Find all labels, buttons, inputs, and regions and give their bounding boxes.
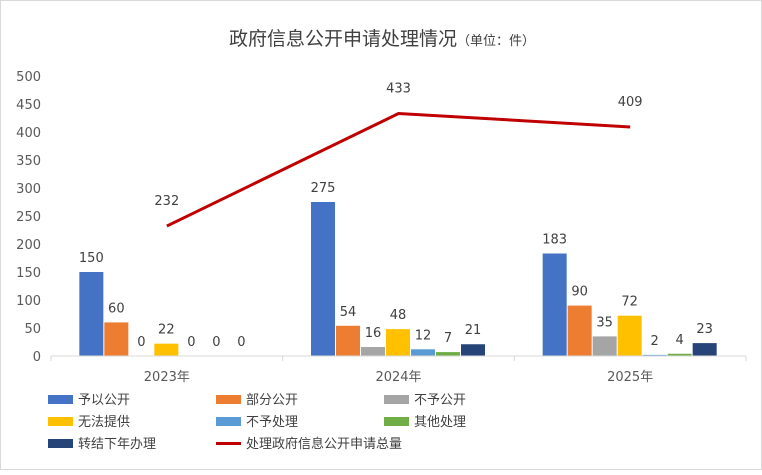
- y-tick-label: 500: [16, 70, 41, 85]
- bar-data-label: 54: [340, 305, 357, 320]
- legend-label: 不予公开: [414, 393, 466, 408]
- legend-swatch: [48, 395, 73, 404]
- legend-swatch: [384, 395, 409, 404]
- line-data-label: 433: [386, 82, 411, 97]
- bar: [667, 353, 692, 356]
- bar-data-label: 0: [237, 335, 245, 350]
- legend-label: 予以公开: [78, 393, 130, 408]
- bar: [104, 322, 129, 356]
- y-tick-label: 350: [16, 154, 41, 169]
- bar: [311, 202, 335, 356]
- bar-data-label: 12: [415, 328, 432, 343]
- bar: [642, 354, 667, 356]
- total-line: [166, 111, 631, 228]
- bar-data-label: 23: [696, 322, 713, 337]
- bar-data-label: 2: [651, 334, 659, 349]
- legend-line-swatch: [216, 442, 241, 445]
- legend-label: 其他处理: [414, 415, 466, 430]
- x-tick-label: 2025年: [607, 370, 653, 385]
- bar: [567, 305, 592, 356]
- bar: [461, 344, 485, 356]
- legend-swatch: [384, 417, 409, 426]
- bar: [154, 343, 179, 356]
- bar: [411, 349, 435, 356]
- legend-label: 不予处理: [246, 415, 298, 430]
- bar: [692, 343, 717, 356]
- bar: [386, 329, 410, 356]
- bar-data-label: 275: [311, 181, 336, 196]
- line-data-label: 232: [154, 194, 179, 209]
- bar: [542, 253, 567, 356]
- chart-title-unit: （单位：件）: [457, 34, 535, 49]
- bar-data-label: 16: [365, 326, 382, 341]
- bar-data-label: 183: [542, 233, 567, 248]
- line-data-label: 409: [618, 95, 643, 110]
- y-tick-label: 150: [16, 266, 41, 281]
- chart-title-main: 政府信息公开申请处理情况: [229, 28, 457, 50]
- bar: [592, 336, 617, 356]
- bar-data-label: 60: [108, 301, 125, 316]
- legend-label: 转结下年办理: [78, 437, 156, 452]
- bar-data-label: 0: [212, 335, 220, 350]
- x-tick-label: 2024年: [375, 370, 421, 385]
- legend-swatch: [48, 439, 73, 448]
- bar: [79, 272, 104, 356]
- y-tick-label: 100: [16, 294, 41, 309]
- bar: [436, 352, 460, 356]
- bar: [617, 315, 642, 356]
- legend-swatch: [48, 417, 73, 426]
- legend-swatch: [216, 395, 241, 404]
- bar-data-label: 72: [621, 295, 638, 310]
- legend-swatch: [216, 417, 241, 426]
- bar-data-label: 35: [596, 315, 613, 330]
- x-tick-label: 2023年: [144, 370, 190, 385]
- bar-data-label: 4: [676, 333, 684, 348]
- y-tick-label: 50: [24, 322, 41, 337]
- y-tick-label: 200: [16, 238, 41, 253]
- legend-label: 无法提供: [78, 414, 130, 430]
- bar-data-label: 90: [571, 285, 588, 300]
- y-tick-label: 0: [33, 350, 41, 365]
- y-tick-label: 250: [16, 210, 41, 225]
- bar-data-label: 21: [465, 323, 482, 338]
- bar-data-label: 0: [137, 335, 145, 350]
- bar-data-label: 7: [444, 331, 452, 346]
- y-tick-label: 450: [16, 98, 41, 113]
- bar-data-label: 22: [158, 323, 175, 338]
- bar-data-label: 48: [390, 308, 407, 323]
- legend-label: 部分公开: [246, 393, 298, 408]
- bar-data-label: 0: [187, 335, 195, 350]
- legend-label: 处理政府信息公开申请总量: [246, 436, 402, 452]
- bar: [361, 347, 385, 356]
- y-tick-label: 400: [16, 126, 41, 141]
- bar-data-label: 150: [79, 251, 104, 266]
- y-tick-label: 300: [16, 182, 41, 197]
- chart-title: 政府信息公开申请处理情况（单位：件）: [229, 28, 535, 50]
- bar: [336, 325, 360, 356]
